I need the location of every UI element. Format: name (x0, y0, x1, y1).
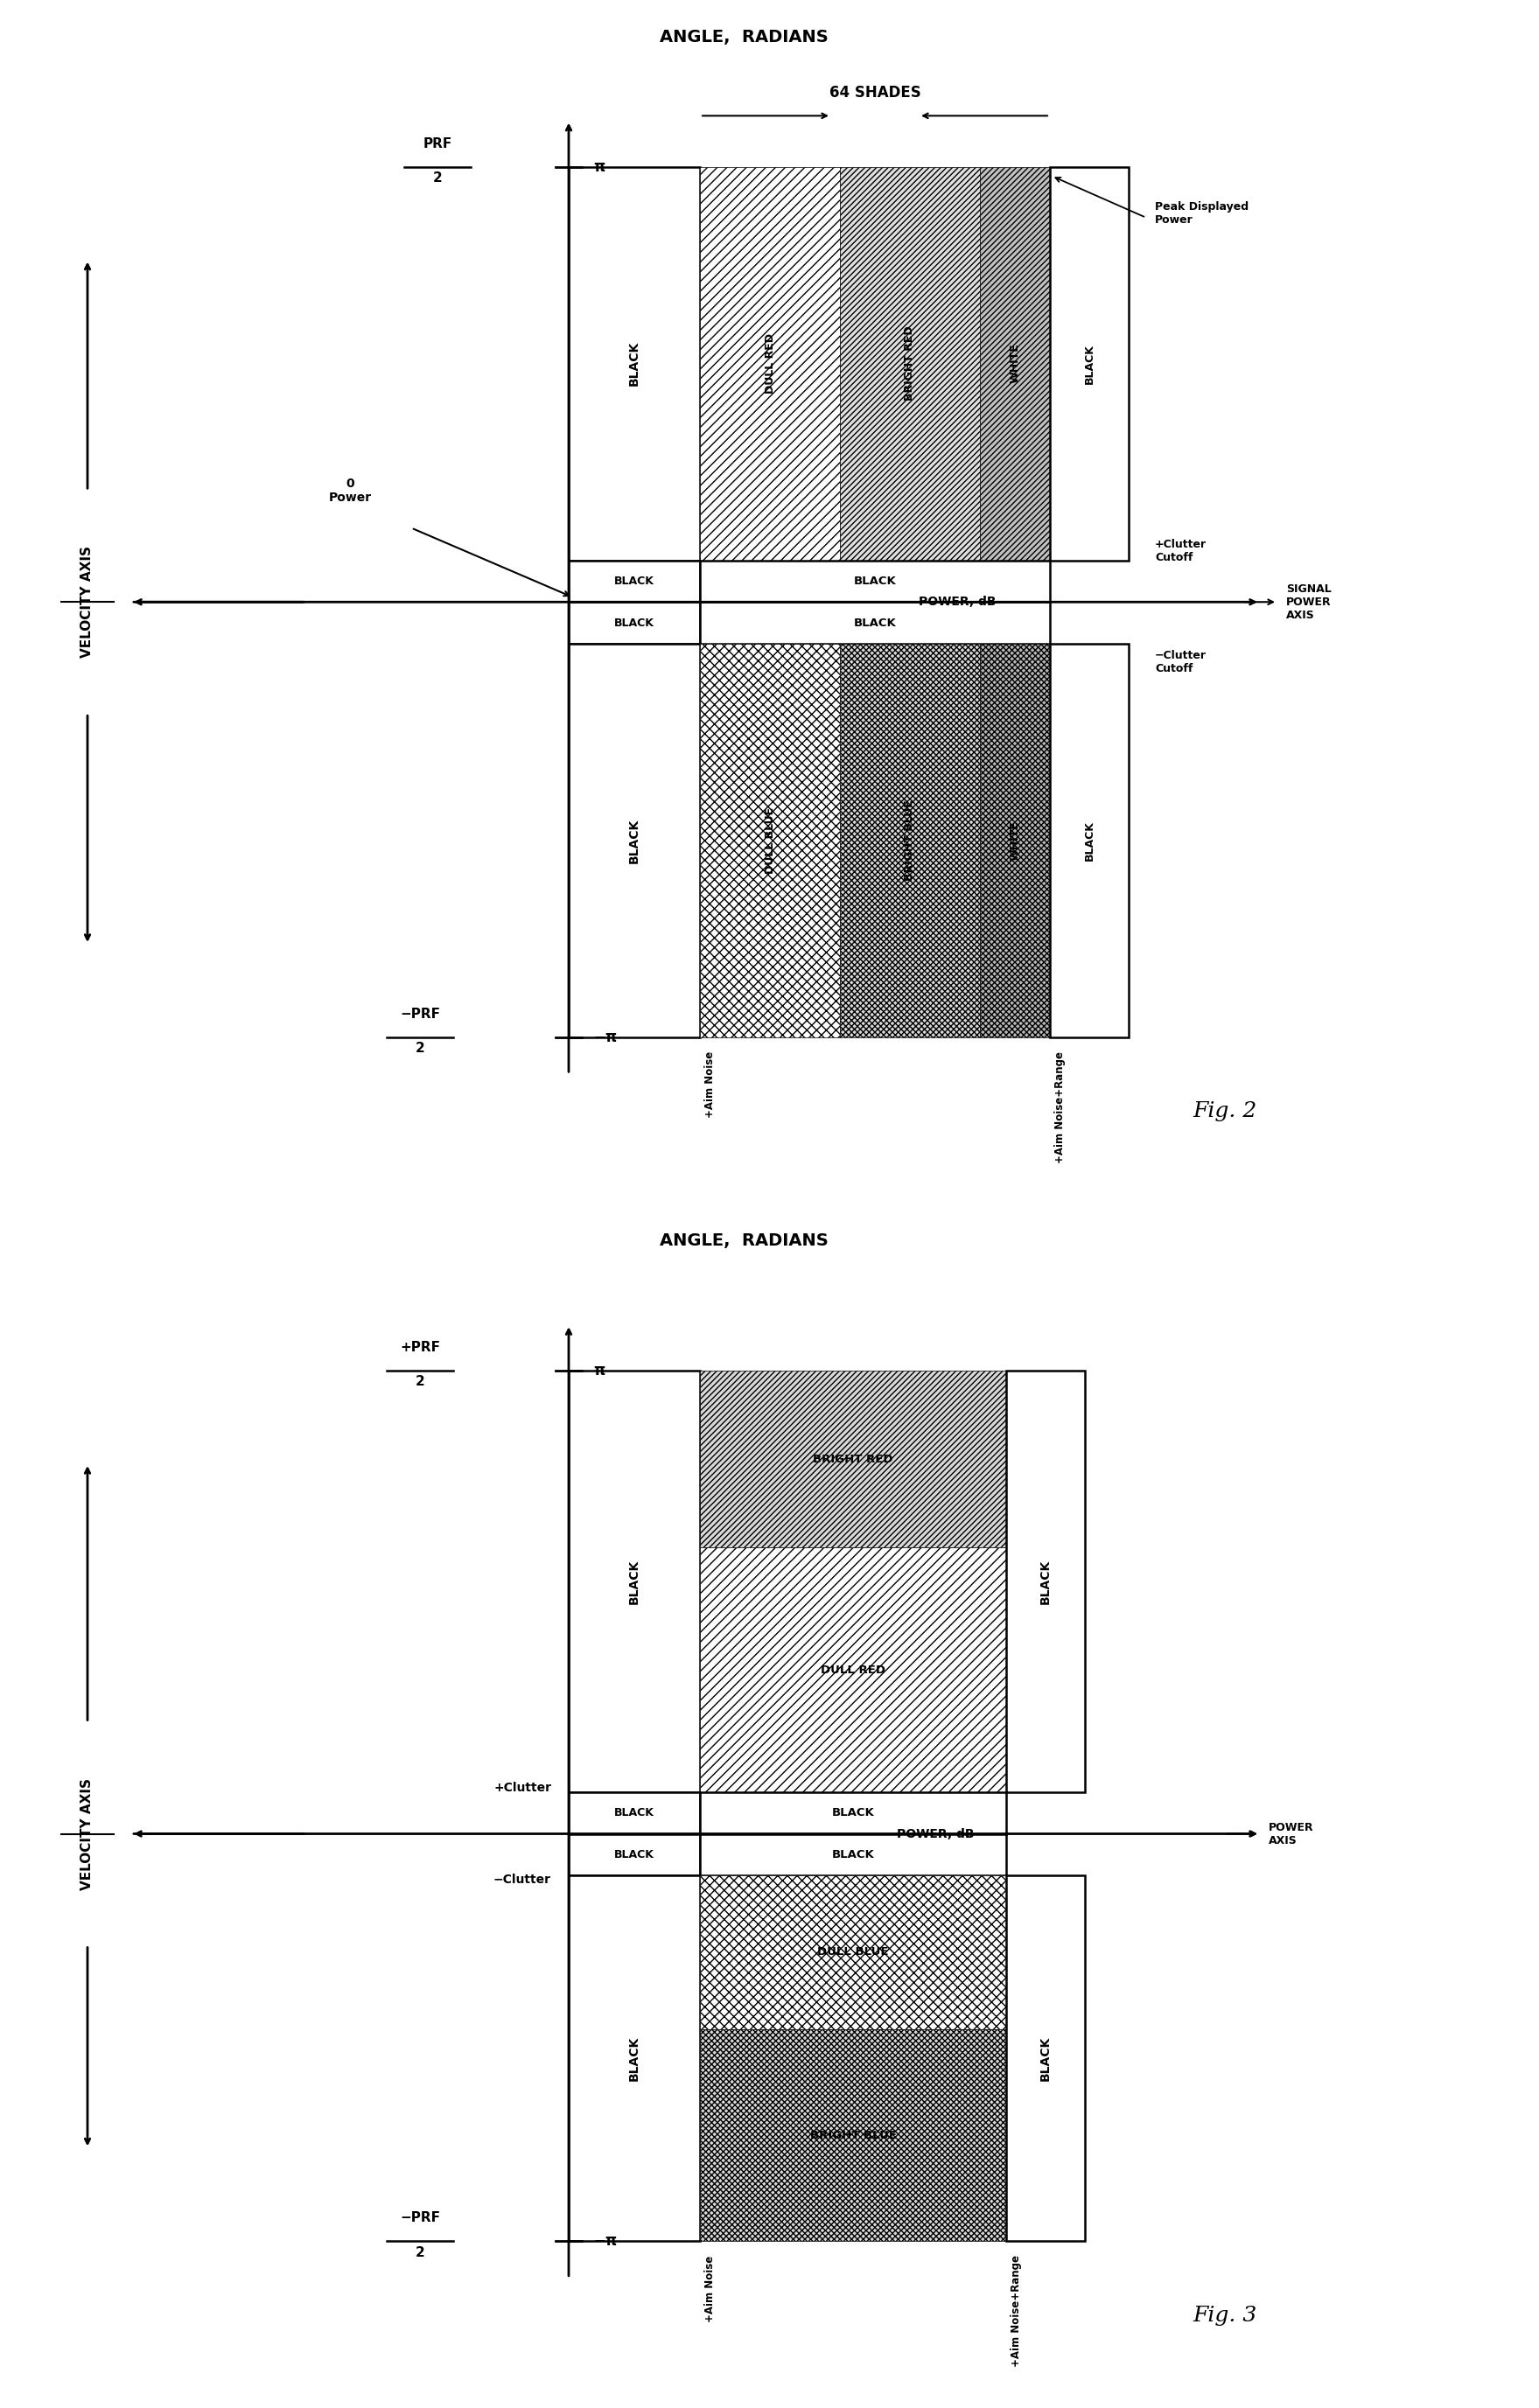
Text: BLACK: BLACK (614, 616, 654, 628)
Text: +Aim Noise+Range: +Aim Noise+Range (1054, 1052, 1065, 1163)
Text: BLACK: BLACK (628, 342, 640, 385)
Text: 2: 2 (416, 1043, 425, 1055)
Bar (840, 166, 980, 561)
Text: BLACK: BLACK (854, 616, 896, 628)
Text: +Aim Noise+Range: +Aim Noise+Range (1011, 2256, 1022, 2367)
Bar (1007, 1370, 1085, 1792)
Text: Peak Displayed
Power: Peak Displayed Power (1154, 200, 1248, 226)
Text: BRIGHT RED: BRIGHT RED (905, 325, 916, 402)
Text: BLACK: BLACK (614, 1849, 654, 1861)
Text: BRIGHT RED: BRIGHT RED (813, 1454, 893, 1464)
Bar (700, 1548, 1007, 1792)
Text: −PRF: −PRF (400, 2211, 440, 2225)
Text: 2: 2 (416, 2247, 425, 2259)
Text: π: π (593, 1363, 605, 1377)
Text: Fig. 2: Fig. 2 (1193, 1100, 1257, 1122)
Text: BLACK: BLACK (628, 819, 640, 862)
Text: BLACK: BLACK (614, 576, 654, 588)
Text: POWER, dB: POWER, dB (897, 1828, 974, 1840)
Text: BRIGHT BLUE: BRIGHT BLUE (810, 2129, 896, 2141)
Text: BLACK: BLACK (1039, 2035, 1051, 2081)
Bar (569, 1835, 700, 1876)
Text: SIGNAL
POWER
AXIS: SIGNAL POWER AXIS (1287, 583, 1331, 621)
Bar (700, 1370, 1007, 1548)
Text: +Aim Noise: +Aim Noise (705, 1052, 716, 1117)
Bar (569, 1792, 700, 1835)
Bar (700, 2030, 1007, 2242)
Text: POWER
AXIS: POWER AXIS (1268, 1820, 1314, 1847)
Text: DULL RED: DULL RED (765, 332, 776, 393)
Bar (1050, 166, 1128, 561)
Bar (980, 643, 1050, 1038)
Bar (700, 561, 1050, 602)
Bar (569, 602, 700, 643)
Text: −Clutter
Cutoff: −Clutter Cutoff (1154, 650, 1207, 674)
Text: 2: 2 (416, 1375, 425, 1389)
Text: BLACK: BLACK (1083, 344, 1094, 383)
Text: −PRF: −PRF (400, 1007, 440, 1021)
Text: π: π (593, 159, 605, 173)
Text: DULL BLUE: DULL BLUE (817, 1946, 888, 1958)
Text: BLACK: BLACK (831, 1849, 874, 1861)
Text: PRF: PRF (423, 137, 452, 149)
Text: BRIGHT BLUE: BRIGHT BLUE (905, 799, 916, 881)
Bar (700, 602, 1050, 643)
Text: +Clutter
Cutoff: +Clutter Cutoff (1154, 539, 1207, 563)
Bar (569, 561, 700, 602)
Text: ANGLE,  RADIANS: ANGLE, RADIANS (659, 1233, 828, 1250)
Bar (569, 1370, 700, 1792)
Bar (700, 1792, 1007, 1835)
Text: 2: 2 (432, 171, 442, 185)
Bar (700, 1835, 1007, 1876)
Text: ANGLE,  RADIANS: ANGLE, RADIANS (659, 29, 828, 46)
Text: −Clutter: −Clutter (494, 1873, 551, 1885)
Bar (1007, 1876, 1085, 2242)
Bar (569, 166, 700, 561)
Text: DULL BLUE: DULL BLUE (765, 807, 776, 874)
Text: BLACK: BLACK (628, 1558, 640, 1604)
Text: VELOCITY AXIS: VELOCITY AXIS (82, 1777, 94, 1890)
Text: POWER, dB: POWER, dB (919, 595, 996, 609)
Text: Fig. 3: Fig. 3 (1193, 2304, 1257, 2326)
Text: WHITE: WHITE (1010, 821, 1020, 860)
Text: DULL RED: DULL RED (820, 1664, 885, 1676)
Text: 0
Power: 0 Power (328, 477, 371, 503)
Text: BLACK: BLACK (614, 1808, 654, 1818)
Text: BLACK: BLACK (1083, 821, 1094, 860)
Text: +PRF: +PRF (400, 1341, 440, 1353)
Bar (1050, 643, 1128, 1038)
Text: WHITE: WHITE (1010, 344, 1020, 383)
Bar (980, 166, 1050, 561)
Text: VELOCITY AXIS: VELOCITY AXIS (82, 547, 94, 657)
Bar (840, 643, 980, 1038)
Text: BLACK: BLACK (854, 576, 896, 588)
Text: BLACK: BLACK (831, 1808, 874, 1818)
Bar (569, 1876, 700, 2242)
Bar (700, 643, 840, 1038)
Text: −π: −π (593, 2235, 617, 2249)
Text: BLACK: BLACK (1039, 1558, 1051, 1604)
Bar (569, 643, 700, 1038)
Text: BLACK: BLACK (628, 2035, 640, 2081)
Bar (700, 1876, 1007, 2030)
Text: +Aim Noise: +Aim Noise (705, 2256, 716, 2321)
Text: −π: −π (593, 1031, 617, 1045)
Text: 64 SHADES: 64 SHADES (830, 84, 920, 101)
Text: +Clutter: +Clutter (494, 1782, 551, 1794)
Bar (700, 166, 840, 561)
